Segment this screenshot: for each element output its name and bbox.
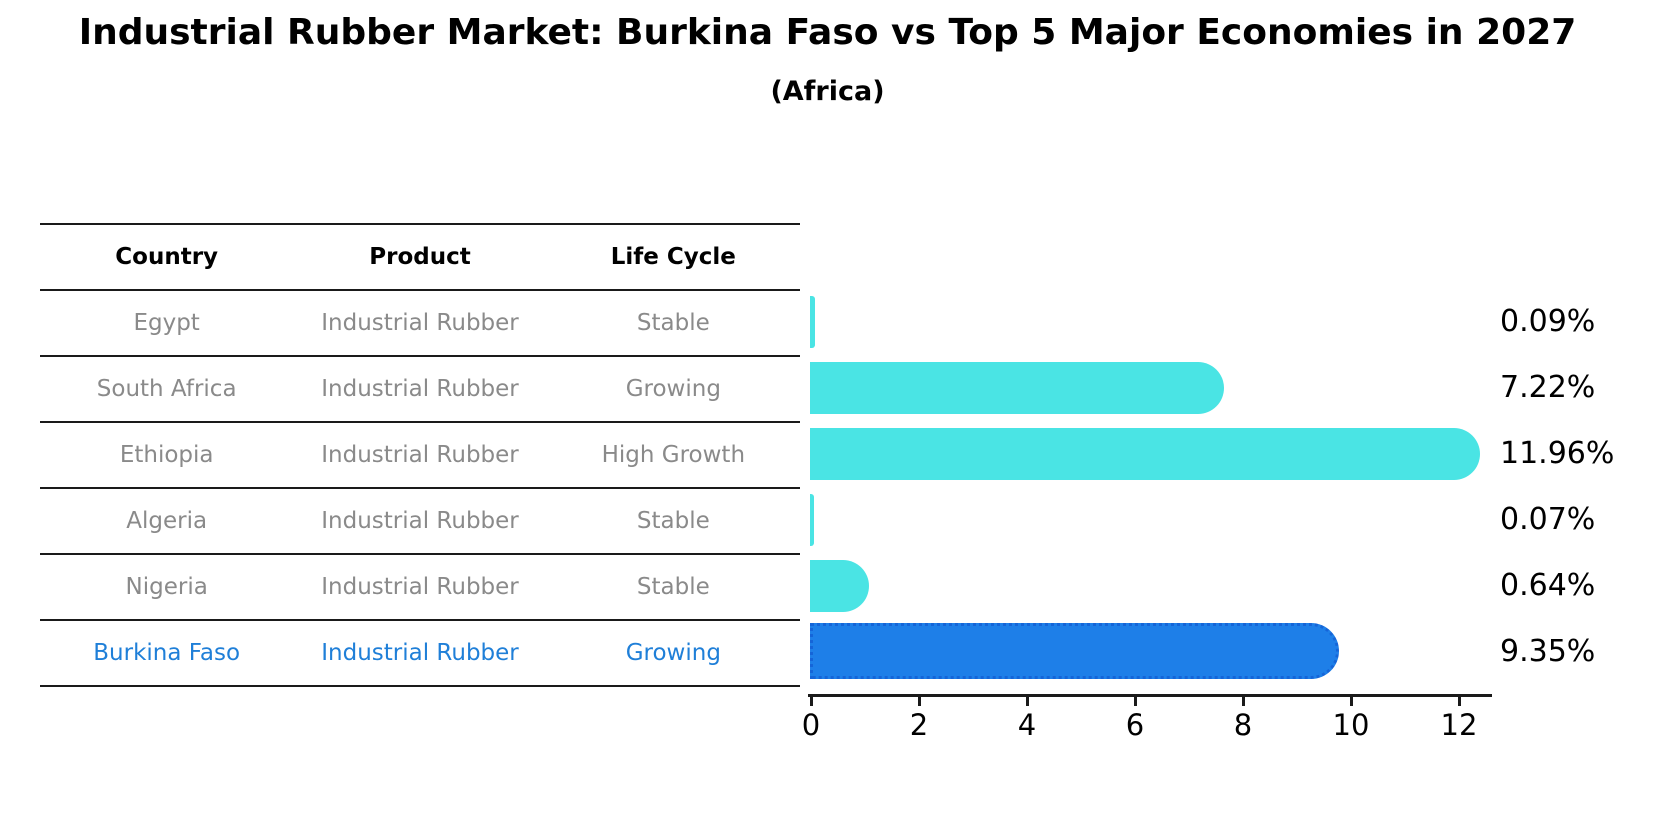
value-label-south-africa: 7.22%: [1500, 370, 1596, 405]
x-axis-tick: [918, 697, 921, 706]
x-axis-line: [808, 694, 1492, 697]
country-cell: Burkina Faso: [93, 640, 241, 666]
bar-row-ethiopia: [810, 421, 1500, 487]
bar-south-africa: [810, 362, 1224, 414]
product-cell: Industrial Rubber: [321, 376, 519, 402]
bar-ethiopia: [810, 428, 1480, 480]
value-label-algeria: 0.07%: [1500, 502, 1596, 537]
country-table: Country Product Life Cycle Egypt Industr…: [40, 223, 800, 687]
country-cell: Algeria: [126, 508, 208, 534]
table-row-ethiopia: Ethiopia Industrial Rubber High Growth: [40, 423, 800, 489]
x-axis-tick-label: 0: [801, 708, 821, 742]
table-header-row: Country Product Life Cycle: [40, 223, 800, 291]
bar-burkina-faso: [810, 623, 1339, 679]
bar-row-algeria: [810, 487, 1500, 553]
country-cell: South Africa: [96, 376, 237, 402]
country-cell: Ethiopia: [119, 442, 214, 468]
bar-row-south-africa: [810, 355, 1500, 421]
value-label-burkina-faso: 9.35%: [1500, 634, 1596, 669]
bar-egypt: [810, 296, 815, 348]
x-axis-tick-label: 10: [1332, 708, 1370, 742]
column-header-life-cycle: Life Cycle: [610, 244, 736, 270]
bar-row-egypt: [810, 289, 1500, 355]
column-header-product: Product: [369, 244, 471, 270]
product-cell: Industrial Rubber: [321, 442, 519, 468]
value-label-nigeria: 0.64%: [1500, 568, 1596, 603]
chart-title: Industrial Rubber Market: Burkina Faso v…: [78, 12, 1577, 53]
life-cycle-cell: Stable: [636, 310, 710, 336]
x-axis-tick: [1026, 697, 1029, 706]
bar-row-nigeria: [810, 553, 1500, 619]
product-cell: Industrial Rubber: [321, 508, 519, 534]
table-row-south-africa: South Africa Industrial Rubber Growing: [40, 357, 800, 423]
life-cycle-cell: High Growth: [601, 442, 746, 468]
x-axis-tick: [1242, 697, 1245, 706]
bar-plot-area: [810, 289, 1500, 685]
country-cell: Egypt: [133, 310, 200, 336]
x-axis-tick: [1134, 697, 1137, 706]
x-axis-tick: [1458, 697, 1461, 706]
value-label-ethiopia: 11.96%: [1500, 436, 1615, 471]
x-axis-tick-label: 6: [1125, 708, 1145, 742]
x-axis-tick-label: 12: [1440, 708, 1478, 742]
country-cell: Nigeria: [125, 574, 208, 600]
x-axis-tick-label: 2: [909, 708, 929, 742]
x-axis-tick: [810, 697, 813, 706]
table-row-nigeria: Nigeria Industrial Rubber Stable: [40, 555, 800, 621]
life-cycle-cell: Stable: [636, 574, 710, 600]
value-labels: 0.09% 7.22% 11.96% 0.07% 0.64% 9.35%: [1500, 289, 1650, 685]
life-cycle-cell: Growing: [625, 640, 721, 666]
x-axis-tick-label: 8: [1233, 708, 1253, 742]
table-row-algeria: Algeria Industrial Rubber Stable: [40, 489, 800, 555]
chart-subtitle: (Africa): [770, 76, 885, 107]
product-cell: Industrial Rubber: [321, 310, 519, 336]
table-row-egypt: Egypt Industrial Rubber Stable: [40, 291, 800, 357]
product-cell: Industrial Rubber: [321, 640, 519, 666]
value-label-egypt: 0.09%: [1500, 304, 1596, 339]
x-axis-tick-label: 4: [1017, 708, 1037, 742]
life-cycle-cell: Stable: [636, 508, 710, 534]
table-row-burkina-faso: Burkina Faso Industrial Rubber Growing: [40, 621, 800, 687]
bar-row-burkina-faso: [810, 619, 1500, 685]
bar-algeria: [810, 494, 814, 546]
bar-nigeria: [810, 560, 869, 612]
life-cycle-cell: Growing: [625, 376, 721, 402]
x-axis-tick: [1350, 697, 1353, 706]
column-header-country: Country: [115, 244, 219, 270]
product-cell: Industrial Rubber: [321, 574, 519, 600]
